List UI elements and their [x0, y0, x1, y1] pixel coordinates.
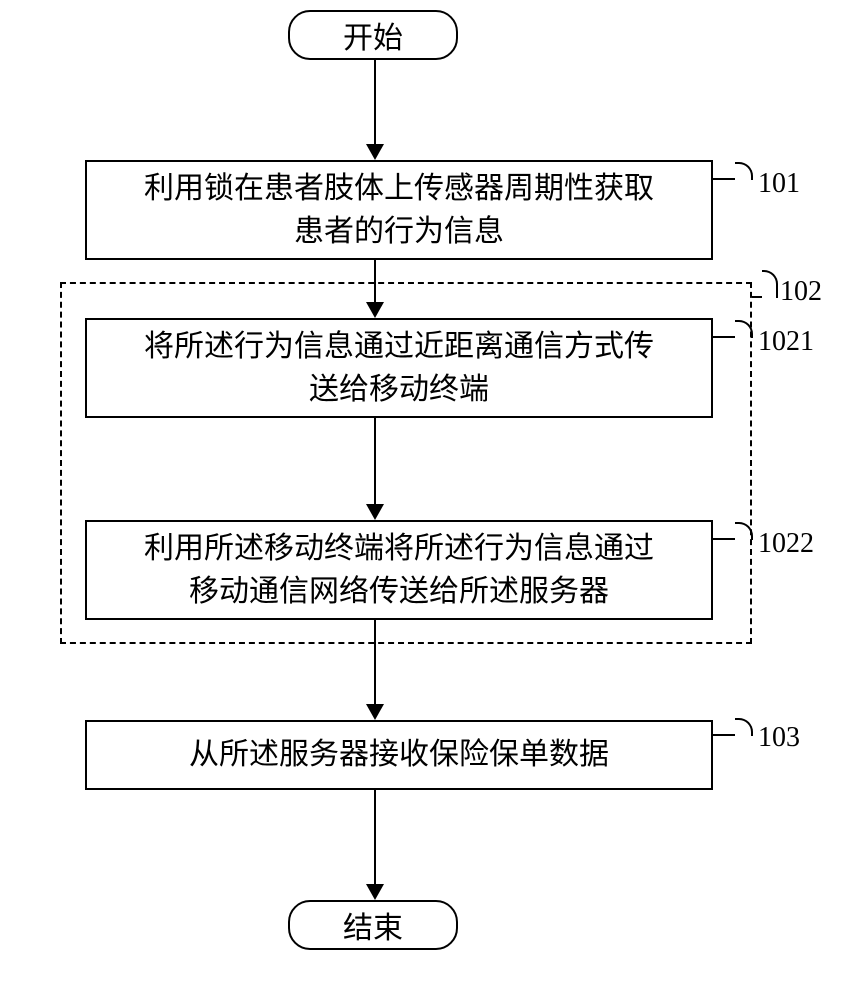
- step-1022-text: 利用所述移动终端将所述行为信息通过移动通信网络传送给所述服务器: [144, 527, 654, 614]
- edge-s1022-s103: [374, 620, 376, 706]
- step-1022: 利用所述移动终端将所述行为信息通过移动通信网络传送给所述服务器: [85, 520, 713, 620]
- label-1021: 1021: [758, 326, 814, 358]
- label-1022-text: 1022: [758, 528, 814, 559]
- end-node: 结束: [288, 900, 458, 950]
- hook-101: [735, 162, 753, 180]
- start-node: 开始: [288, 10, 458, 60]
- label-101-text: 101: [758, 168, 800, 199]
- edge-s1021-s1022: [374, 418, 376, 506]
- edge-s1021-s1022-head: [366, 504, 384, 520]
- hook-102: [762, 270, 778, 298]
- edge-s103-end-head: [366, 884, 384, 900]
- label-102: 102: [780, 276, 822, 308]
- hook-101-lead: [713, 178, 735, 180]
- step-101: 利用锁在患者肢体上传感器周期性获取患者的行为信息: [85, 160, 713, 260]
- step-1021: 将所述行为信息通过近距离通信方式传送给移动终端: [85, 318, 713, 418]
- hook-1022-lead: [713, 538, 735, 540]
- label-101: 101: [758, 168, 800, 200]
- edge-start-s101-head: [366, 144, 384, 160]
- hook-102-lead: [752, 296, 762, 298]
- label-103: 103: [758, 722, 800, 754]
- step-103: 从所述服务器接收保险保单数据: [85, 720, 713, 790]
- step-101-text: 利用锁在患者肢体上传感器周期性获取患者的行为信息: [144, 167, 654, 254]
- edge-start-s101: [374, 60, 376, 145]
- hook-103-lead: [713, 734, 735, 736]
- hook-103: [735, 718, 753, 736]
- edge-s103-end: [374, 790, 376, 886]
- label-103-text: 103: [758, 722, 800, 753]
- start-label: 开始: [343, 13, 403, 57]
- hook-1021-lead: [713, 336, 735, 338]
- end-label: 结束: [343, 903, 403, 947]
- label-1021-text: 1021: [758, 326, 814, 357]
- label-102-text: 102: [780, 276, 822, 307]
- step-1021-text: 将所述行为信息通过近距离通信方式传送给移动终端: [144, 325, 654, 412]
- step-103-text: 从所述服务器接收保险保单数据: [189, 733, 609, 777]
- flowchart-container: 开始 利用锁在患者肢体上传感器周期性获取患者的行为信息 101 102 将所述行…: [0, 0, 863, 1000]
- label-1022: 1022: [758, 528, 814, 560]
- edge-s1022-s103-head: [366, 704, 384, 720]
